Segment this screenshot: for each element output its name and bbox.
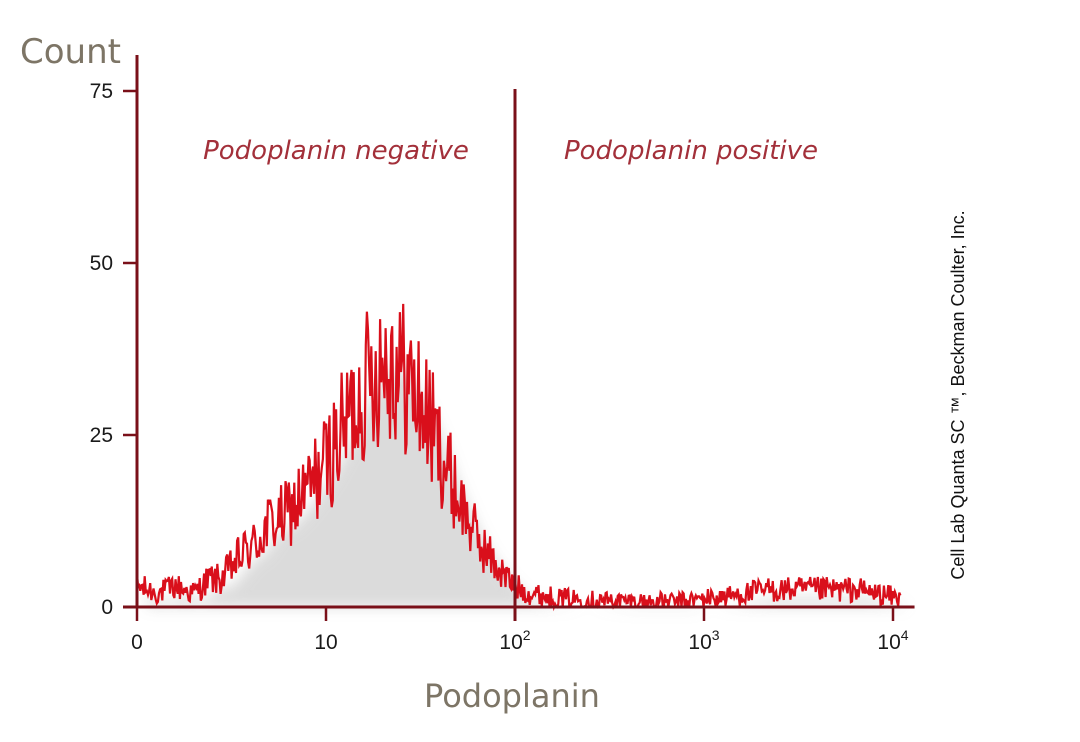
histogram-shadow-shape (147, 367, 911, 610)
y-axis-title: Count (20, 32, 121, 72)
x-tick-label: 104 (877, 627, 908, 654)
y-tick-label: 50 (90, 252, 113, 275)
histogram-trace (135, 303, 902, 612)
histogram-series (135, 303, 902, 612)
y-tick-label: 25 (90, 424, 113, 447)
region-label-positive: Podoplanin positive (564, 136, 818, 166)
x-tick-label: 0 (131, 631, 143, 654)
x-tick-label: 10 (314, 631, 337, 654)
x-tick-label: 102 (499, 627, 530, 654)
y-tick-label: 0 (101, 596, 113, 619)
y-ticks: 0 25 50 75 (90, 80, 137, 619)
x-tick-label: 103 (688, 627, 719, 654)
y-tick-label: 75 (90, 80, 113, 103)
region-label-negative: Podoplanin negative (203, 136, 469, 166)
x-ticks: 0 10 102 103 104 (131, 607, 909, 654)
instrument-credit: Cell Lab Quanta SC ™, Beckman Coulter, I… (948, 210, 968, 579)
histogram-shadow (147, 367, 911, 610)
x-axis-title: Podoplanin (424, 677, 600, 715)
